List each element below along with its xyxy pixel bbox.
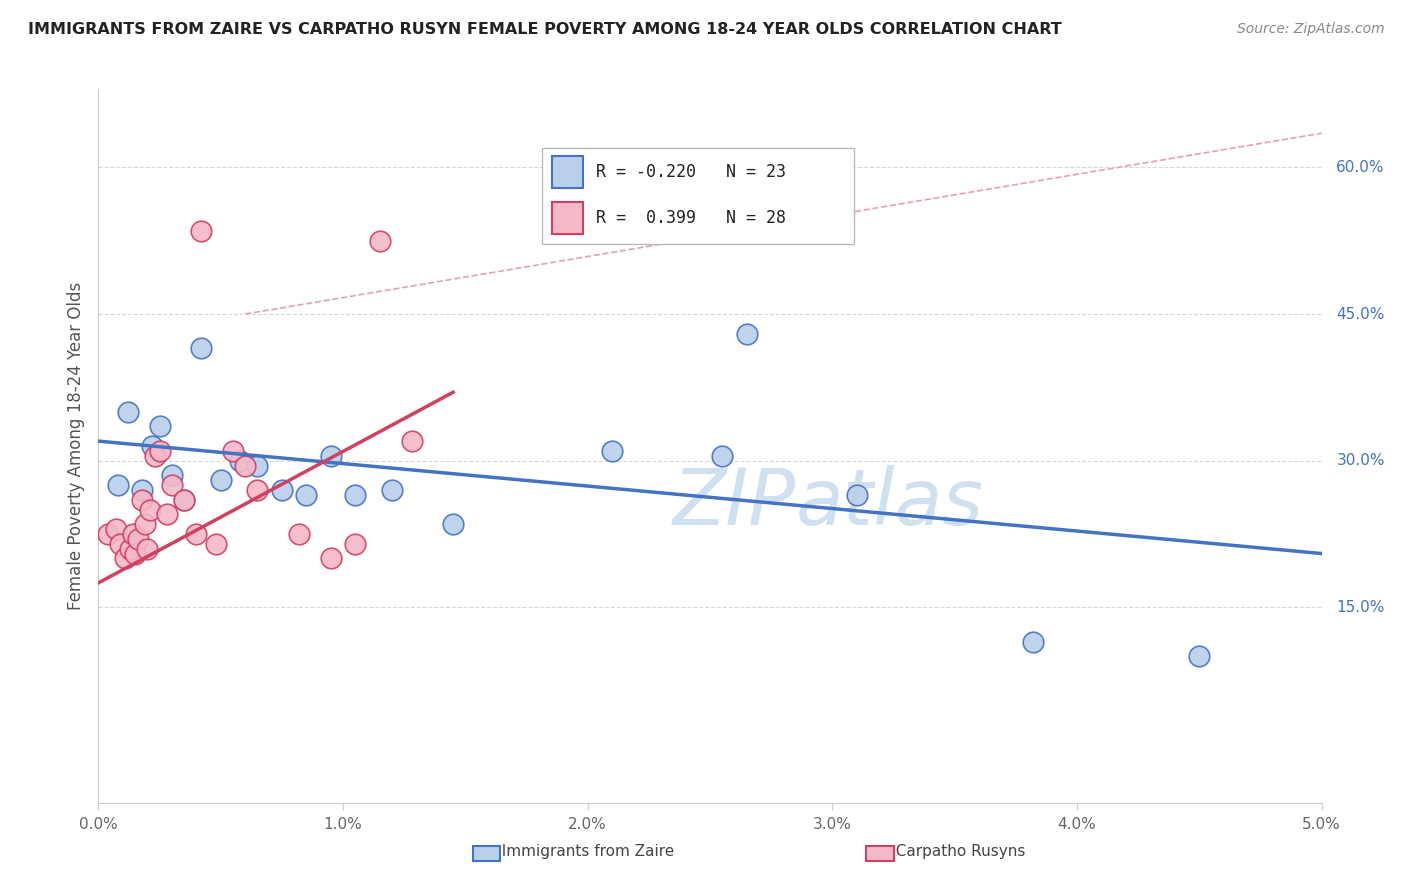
Text: Immigrants from Zaire: Immigrants from Zaire: [492, 845, 675, 859]
Point: [160, 468, 183, 483]
Text: 30.0%: 30.0%: [1336, 453, 1385, 468]
Text: ZIP: ZIP: [672, 465, 796, 541]
Point: [114, 551, 136, 566]
Point: [209, 473, 232, 487]
Point: [735, 326, 758, 341]
Point: [134, 517, 156, 532]
Point: [173, 492, 195, 507]
Point: [288, 527, 311, 541]
Point: [149, 419, 172, 434]
Point: [711, 449, 734, 463]
Text: IMMIGRANTS FROM ZAIRE VS CARPATHO RUSYN FEMALE POVERTY AMONG 18-24 YEAR OLDS COR: IMMIGRANTS FROM ZAIRE VS CARPATHO RUSYN …: [28, 22, 1062, 37]
Y-axis label: Female Poverty Among 18-24 Year Olds: Female Poverty Among 18-24 Year Olds: [66, 282, 84, 610]
Point: [233, 458, 256, 473]
Point: [117, 405, 139, 419]
Point: [127, 532, 149, 546]
Point: [368, 234, 391, 248]
Point: [401, 434, 423, 449]
Point: [131, 492, 153, 507]
Point: [136, 541, 159, 556]
Text: 15.0%: 15.0%: [1336, 599, 1385, 615]
Point: [381, 483, 404, 497]
FancyBboxPatch shape: [866, 846, 894, 862]
FancyBboxPatch shape: [551, 156, 583, 188]
FancyBboxPatch shape: [472, 846, 501, 862]
Point: [160, 478, 183, 492]
Point: [141, 439, 163, 453]
Point: [1188, 649, 1211, 664]
Point: [344, 488, 367, 502]
Point: [1022, 634, 1045, 648]
Point: [319, 551, 342, 566]
Point: [441, 517, 464, 532]
Point: [246, 458, 269, 473]
Point: [186, 527, 208, 541]
Point: [107, 478, 129, 492]
Point: [344, 537, 367, 551]
Point: [190, 224, 212, 238]
Point: [110, 537, 132, 551]
Point: [120, 541, 142, 556]
FancyBboxPatch shape: [541, 148, 853, 244]
Point: [121, 527, 143, 541]
Text: R = -0.220   N = 23: R = -0.220 N = 23: [596, 163, 786, 181]
Point: [845, 488, 868, 502]
Point: [143, 449, 166, 463]
FancyBboxPatch shape: [551, 202, 583, 235]
Point: [149, 443, 172, 458]
Point: [222, 443, 245, 458]
Point: [246, 483, 269, 497]
Point: [104, 522, 127, 536]
Point: [319, 449, 342, 463]
Text: 60.0%: 60.0%: [1336, 160, 1385, 175]
Point: [139, 502, 162, 516]
Point: [229, 453, 252, 467]
Point: [131, 483, 153, 497]
Point: [600, 443, 623, 458]
Point: [97, 527, 120, 541]
Text: Source: ZipAtlas.com: Source: ZipAtlas.com: [1237, 22, 1385, 37]
Point: [190, 341, 212, 355]
Point: [295, 488, 318, 502]
Text: 45.0%: 45.0%: [1336, 307, 1385, 321]
Point: [156, 508, 179, 522]
Text: atlas: atlas: [796, 465, 984, 541]
Point: [173, 492, 195, 507]
Point: [124, 547, 146, 561]
Text: Carpatho Rusyns: Carpatho Rusyns: [886, 845, 1025, 859]
Point: [270, 483, 294, 497]
Text: R =  0.399   N = 28: R = 0.399 N = 28: [596, 210, 786, 227]
Point: [205, 537, 228, 551]
